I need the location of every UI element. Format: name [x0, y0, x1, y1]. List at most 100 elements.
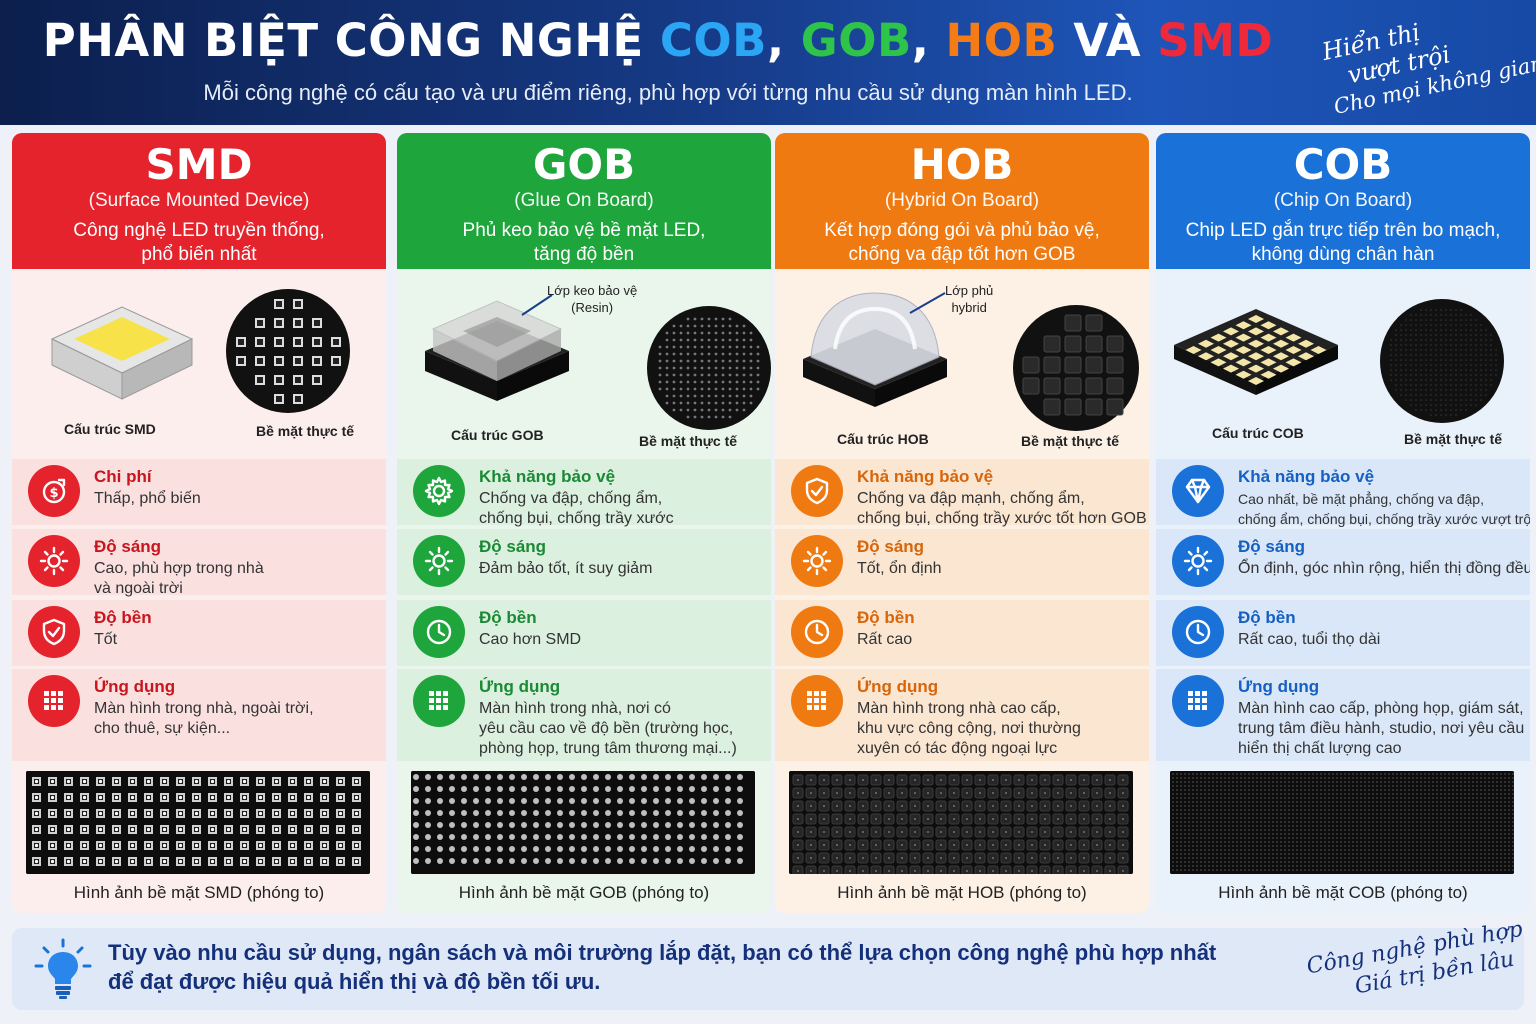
technology-description: Phủ keo bảo vệ bề mặt LED, tăng độ bền	[397, 219, 771, 267]
feature-item: Độ bền Rất cao	[775, 600, 1149, 666]
hob-hybrid-dome	[810, 292, 940, 386]
feature-line: Thấp, phổ biến	[94, 490, 201, 507]
title-cob: COB	[659, 14, 767, 67]
callout-line: hybrid	[951, 300, 987, 315]
column-header: SMD (Surface Mounted Device) Công nghệ LED…	[12, 133, 386, 269]
column-header: COB (Chip On Board) Chip LED gắn trực tiếp…	[1156, 133, 1530, 269]
feature-description: Màn hình trong nhà, ngoài trời, cho thuê,…	[94, 699, 314, 739]
column-header: GOB (Glue On Board) Phủ keo bảo vệ bề mặt …	[397, 133, 771, 269]
feature-item: Khả năng bảo vệ Cao nhất, bề mặt phẳng, c…	[1156, 459, 1530, 527]
feature-line: hiển thị chất lượng cao	[1238, 740, 1402, 757]
grid-icon	[791, 675, 843, 727]
feature-line: Tốt	[94, 631, 118, 648]
feature-description: Màn hình trong nhà, nơi có yêu cầu cao về…	[479, 699, 737, 759]
feature-title: Ứng dụng	[94, 677, 176, 696]
feature-description: Rất cao	[857, 630, 912, 650]
panel-caption: Hình ảnh bề mặt HOB (phóng to)	[837, 883, 1087, 902]
technology-description: Chip LED gắn trực tiếp trên bo mạch, khôn…	[1156, 219, 1530, 267]
feature-title: Ứng dụng	[479, 677, 561, 696]
feature-list: Khả năng bảo vệ Cao nhất, bề mặt phẳng, c…	[1156, 455, 1530, 767]
feature-title: Ứng dụng	[1238, 677, 1320, 696]
sun-icon	[1172, 535, 1224, 587]
callout-line: (Resin)	[571, 300, 614, 315]
feature-item: Ứng dụng Màn hình trong nhà, nơi có yêu cầ…	[397, 669, 771, 761]
structure-illustration	[425, 294, 771, 430]
feature-line: Màn hình trong nhà cao cấp,	[857, 700, 1061, 717]
column-smd: SMD (Surface Mounted Device) Công nghệ LED…	[12, 133, 386, 913]
structure-label: Cấu trúc GOB	[451, 427, 544, 443]
feature-line: Chống va đập mạnh, chống ẩm,	[857, 490, 1085, 507]
feature-item: Khả năng bảo vệ Chống va đập mạnh, chống …	[775, 459, 1149, 527]
feature-description: Tốt	[94, 630, 117, 650]
feature-item: Độ sáng Tốt, ổn định	[775, 529, 1149, 595]
feature-title: Độ bền	[857, 608, 915, 627]
feature-item: Ứng dụng Màn hình trong nhà, ngoài trời, c…	[12, 669, 386, 761]
surface-label: Bề mặt thực tế	[256, 423, 355, 439]
feature-title: Độ bền	[479, 608, 537, 627]
column-cob: COB (Chip On Board) Chip LED gắn trực tiếp…	[1156, 133, 1530, 913]
feature-description: Ổn định, góc nhìn rộng, hiển thị đồng đề…	[1238, 559, 1530, 579]
feature-item: Độ sáng Cao, phù hợp trong nhà và ngoài tr…	[12, 529, 386, 597]
feature-line: Rất cao	[857, 631, 913, 648]
feature-item: Ứng dụng Màn hình trong nhà cao cấp, khu v…	[775, 669, 1149, 761]
feature-line: và ngoài trời	[94, 580, 183, 597]
sun-icon	[28, 535, 80, 587]
feature-title: Khả năng bảo vệ	[857, 467, 994, 486]
feature-line: Màn hình cao cấp, phòng họp, giám sát,	[1238, 700, 1524, 717]
surface-panel-image	[789, 771, 1133, 874]
feature-title: Độ sáng	[479, 537, 547, 556]
structure-image-zone: Cấu trúc COB Bề mặt thực tế	[1156, 269, 1530, 455]
feature-title: Độ sáng	[94, 537, 162, 556]
technology-description: Kết hợp đóng gói và phủ bảo vệ, chống va …	[775, 219, 1149, 267]
feature-title: Ứng dụng	[857, 677, 939, 696]
feature-description: Màn hình trong nhà cao cấp, khu vực công …	[857, 699, 1081, 759]
structure-image-zone: Cấu trúc HOB Bề mặt thực tế Lớp phủ hybrid	[775, 269, 1149, 455]
feature-line: Ổn định, góc nhìn rộng, hiển thị đồng đề…	[1238, 560, 1530, 577]
surface-panel-image	[411, 771, 755, 874]
surface-panel-image	[26, 771, 370, 874]
grid-icon	[413, 675, 465, 727]
description-line: phổ biến nhất	[141, 244, 257, 265]
panel-caption: Hình ảnh bề mặt SMD (phóng to)	[73, 883, 325, 902]
technology-description: Công nghệ LED truyền thống, phổ biến nhất	[12, 219, 386, 267]
description-line: Chip LED gắn trực tiếp trên bo mạch,	[1185, 220, 1501, 241]
feature-list: Khả năng bảo vệ Chống va đập, chống ẩm, ch…	[397, 455, 771, 767]
feature-title: Độ sáng	[1238, 537, 1306, 556]
feature-title: Khả năng bảo vệ	[1238, 467, 1375, 486]
feature-item: Độ sáng Ổn định, góc nhìn rộng, hiển thị …	[1156, 529, 1530, 595]
feature-description: Tốt, ổn định	[857, 559, 942, 579]
feature-line: Cao, phù hợp trong nhà	[94, 560, 264, 577]
feature-title: Độ bền	[94, 608, 152, 627]
feature-description: Cao hơn SMD	[479, 630, 581, 650]
technology-fullname: (Glue On Board)	[514, 190, 654, 211]
callout-line: Lớp phủ	[945, 283, 994, 298]
feature-title: Khả năng bảo vệ	[479, 467, 616, 486]
feature-item: Khả năng bảo vệ Chống va đập, chống ẩm, ch…	[397, 459, 771, 527]
shield-icon	[28, 606, 80, 658]
surface-label: Bề mặt thực tế	[1021, 433, 1120, 449]
diamond-icon	[1172, 465, 1224, 517]
feature-description: Cao, phù hợp trong nhà và ngoài trời	[94, 559, 264, 599]
surface-label: Bề mặt thực tế	[1404, 431, 1503, 447]
column-gob: GOB (Glue On Board) Phủ keo bảo vệ bề mặt …	[397, 133, 771, 913]
description-line: không dùng chân hàn	[1251, 244, 1435, 265]
feature-description: Rất cao, tuổi thọ dài	[1238, 630, 1380, 650]
description-line: Công nghệ LED truyền thống,	[73, 220, 325, 241]
feature-line: Đảm bảo tốt, ít suy giảm	[479, 560, 653, 577]
feature-line: chống bụi, chống trầy xước	[479, 510, 674, 527]
bottom-message: Tùy vào nhu cầu sử dụng, ngân sách và mô…	[108, 938, 1216, 996]
feature-line: cho thuê, sự kiện...	[94, 720, 231, 737]
structure-illustration	[50, 289, 350, 413]
structure-image-zone: Cấu trúc GOB Bề mặt thực tế Lớp keo bảo vệ…	[397, 269, 771, 455]
feature-item: Ứng dụng Màn hình cao cấp, phòng họp, giá…	[1156, 669, 1530, 761]
feature-description: Cao nhất, bề mặt phẳng, chống va đập, chố…	[1238, 489, 1530, 529]
feature-line: khu vực công cộng, nơi thường	[857, 720, 1081, 737]
structure-label: Cấu trúc HOB	[837, 431, 929, 447]
bottom-line: Tùy vào nhu cầu sử dụng, ngân sách và mô…	[108, 940, 1217, 965]
feature-list: $ Chi phí Thấp, phổ biến Độ sáng Cao, phù hợ…	[12, 455, 386, 767]
feature-description: Chống va đập, chống ẩm, chống bụi, chống …	[479, 489, 674, 529]
technology-name: GOB	[532, 140, 636, 189]
callout-label: Lớp keo bảo vệ (Resin)	[547, 282, 637, 316]
clock-icon	[1172, 606, 1224, 658]
svg-text:$: $	[49, 486, 58, 501]
